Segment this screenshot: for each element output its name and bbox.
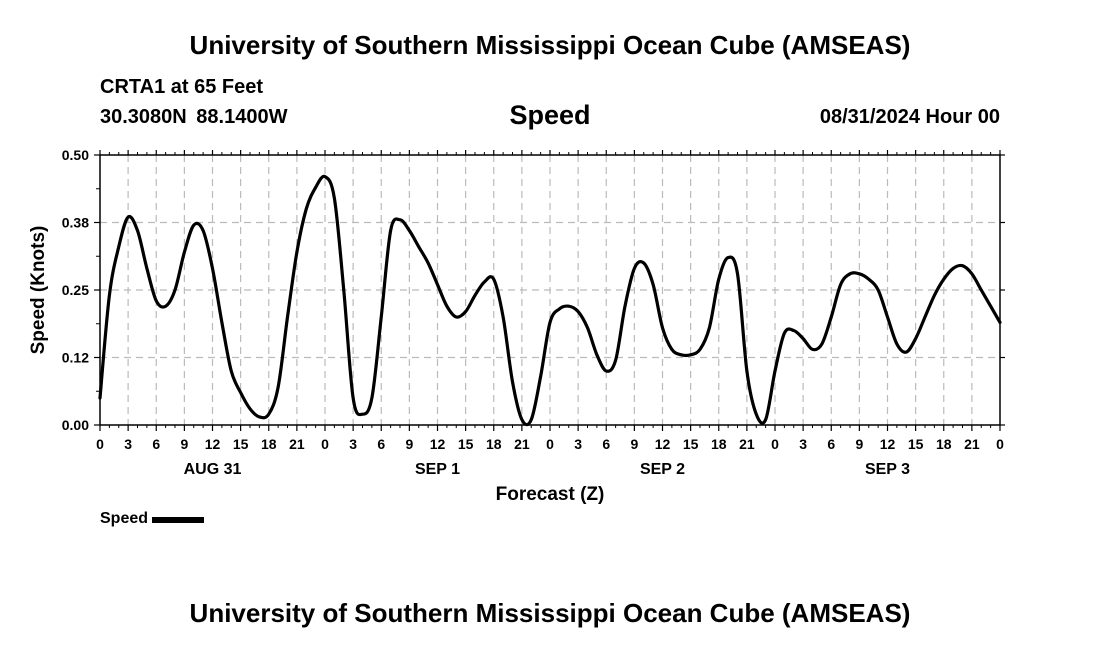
series-layer	[98, 174, 1002, 427]
x-tick-label: 3	[349, 436, 357, 452]
footer-title: University of Southern Mississippi Ocean…	[189, 598, 911, 628]
plot-frame	[99, 154, 1001, 426]
grid-lines	[100, 155, 1000, 425]
x-tick-label: 3	[574, 436, 582, 452]
legend-line-swatch	[152, 517, 205, 523]
x-tick-label: 9	[405, 436, 413, 452]
x-tick-label: 6	[152, 436, 160, 452]
axis-labels: 0.00 0.12 0.25 0.38 0.50 0 3 6 9 12 15 18 21 0 3 6 9 12 15…	[62, 147, 1004, 478]
x-tick-label: 21	[739, 436, 755, 452]
speed-series-line	[98, 174, 1002, 427]
day-label: SEP 1	[415, 461, 460, 478]
x-tick-label: 6	[827, 436, 835, 452]
station-label: CRTA1 at 65 Feet	[100, 76, 264, 98]
x-tick-label: 15	[233, 436, 249, 452]
y-tick-label: 0.00	[62, 417, 89, 433]
x-tick-label: 12	[205, 436, 221, 452]
legend-label: Speed	[100, 510, 149, 527]
x-tick-label: 9	[630, 436, 638, 452]
x-tick-label: 0	[96, 436, 104, 452]
forecast-run-time: 08/31/2024 Hour 00	[819, 106, 1000, 128]
x-tick-label: 21	[514, 436, 530, 452]
x-axis-title: Forecast (Z)	[496, 484, 605, 505]
y-tick-label: 0.38	[62, 215, 89, 231]
x-tick-label: 21	[289, 436, 305, 452]
y-axis-title: Speed (Knots)	[28, 226, 49, 355]
x-tick-label: 0	[546, 436, 554, 452]
x-tick-label: 15	[908, 436, 924, 452]
x-tick-label: 12	[655, 436, 671, 452]
x-tick-label: 15	[683, 436, 699, 452]
x-tick-label: 9	[180, 436, 188, 452]
chart-variable-title: Speed	[509, 100, 591, 130]
x-tick-label: 0	[321, 436, 329, 452]
x-tick-label: 18	[261, 436, 277, 452]
x-tick-label: 18	[711, 436, 727, 452]
y-tick-label: 0.25	[62, 282, 89, 298]
station-coordinates: 30.3080N 88.1400W	[100, 106, 288, 128]
legend: Speed	[100, 510, 205, 528]
x-tick-label: 3	[799, 436, 807, 452]
x-tick-label: 12	[880, 436, 896, 452]
x-tick-label: 21	[964, 436, 980, 452]
y-tick-label: 0.50	[62, 147, 89, 163]
chart-main-title: University of Southern Mississippi Ocean…	[189, 30, 911, 60]
day-label: AUG 31	[184, 461, 242, 478]
x-tick-label: 9	[855, 436, 863, 452]
x-tick-label: 12	[430, 436, 446, 452]
x-tick-label: 18	[486, 436, 502, 452]
y-tick-label: 0.12	[62, 350, 89, 366]
x-tick-label: 3	[124, 436, 132, 452]
x-tick-label: 15	[458, 436, 474, 452]
day-label: SEP 2	[640, 461, 685, 478]
x-tick-label: 0	[996, 436, 1004, 452]
x-tick-label: 6	[377, 436, 385, 452]
x-tick-label: 6	[602, 436, 610, 452]
x-tick-label: 0	[771, 436, 779, 452]
x-tick-label: 18	[936, 436, 952, 452]
day-label: SEP 3	[865, 461, 910, 478]
